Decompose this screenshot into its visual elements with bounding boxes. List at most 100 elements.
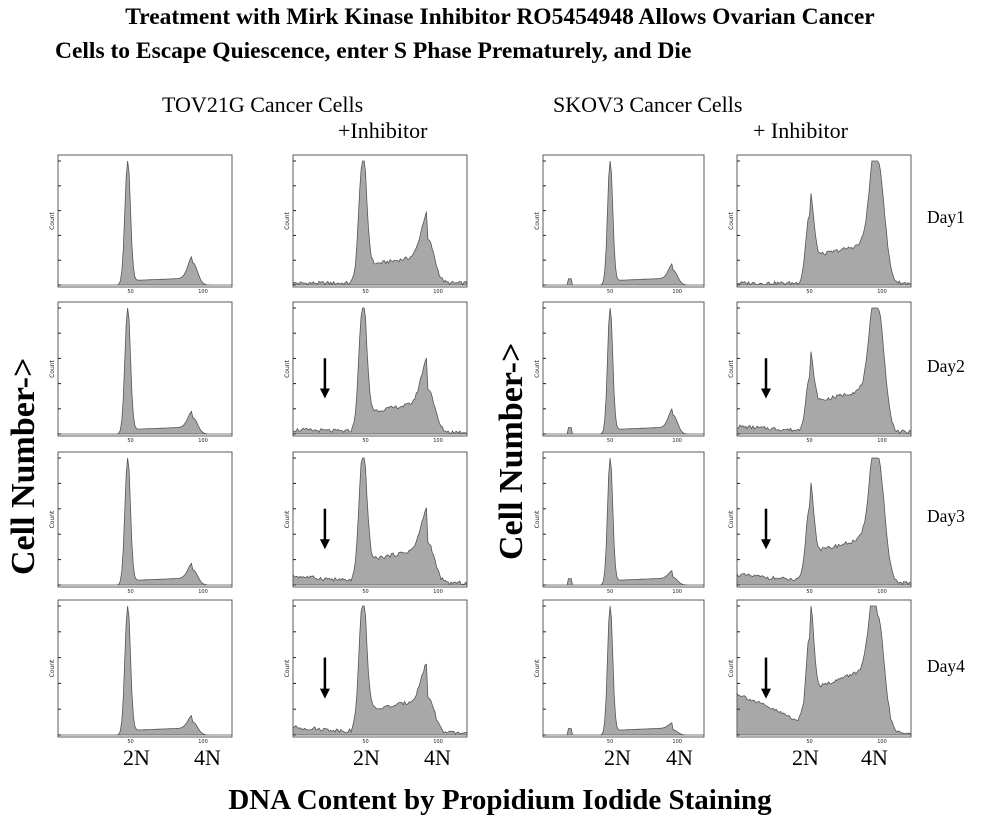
histogram-panel-tov21g-inhibitor-day4: 50 100 Count [284,599,468,745]
panel-x-tick-label: 100 [198,289,208,295]
panel-x-tick-label: 50 [362,289,368,295]
panel-x-tick-label: 50 [607,739,613,745]
panel-frame [57,154,233,288]
histogram-panel-skov3-inhibitor-day2: 50 100 Count [728,301,912,444]
x-tick-4n-col1: 4N [194,745,221,770]
panel-count-label: Count [728,659,735,677]
histogram-panel-tov21g-control-day4: 50 100 Count [49,599,233,745]
x-tick-2n-col3: 2N [604,745,631,770]
chart-title-line2: Cells to Escape Quiescence, enter S Phas… [55,38,692,64]
panel-x-tick-label: 50 [806,589,812,595]
panel-x-tick-label: 50 [607,589,613,595]
group-label-skov3: SKOV3 Cancer Cells [553,92,743,117]
histogram-area [58,307,232,435]
histogram-panel-tov21g-inhibitor-day3: 50 100 Count [284,451,468,595]
panel-x-tick-label: 100 [433,289,443,295]
panel-x-tick-label: 100 [877,739,887,745]
sub-g1-arrow [319,508,330,550]
panel-x-tick-label: 50 [806,739,812,745]
histogram-panel-tov21g-inhibitor-day2: 50 100 Count [284,301,468,444]
panel-x-tick-label: 100 [198,589,208,595]
panel-count-label: Count [728,510,735,528]
panel-frame [57,451,233,588]
histogram-area [292,605,468,736]
histogram-panel-tov21g-control-day2: 50 100 Count [49,301,233,444]
histogram-area [736,605,912,736]
sub-g1-arrow [761,358,771,399]
sub-g1-arrow [319,358,330,399]
sub-g1-arrow [319,657,330,699]
day-label-1: Day1 [927,207,965,227]
panel-frame [542,154,705,288]
panel-frame [542,451,705,588]
panel-count-label: Count [534,359,541,377]
histogram-panel-tov21g-control-day3: 50 100 Count [49,451,233,595]
histogram-panel-skov3-inhibitor-day4: 50 100 Count [728,599,912,745]
x-tick-2n-col1: 2N [123,745,150,770]
panel-count-label: Count [284,211,291,229]
histogram-panel-skov3-control-day1: 50 100 Count [534,154,705,295]
panel-x-tick-label: 50 [362,438,368,444]
panel-x-tick-label: 50 [127,589,133,595]
histogram-panel-skov3-inhibitor-day3: 50 100 Count [728,451,912,595]
histogram-area [543,307,704,435]
histogram-panel-tov21g-control-day1: 50 100 Count [49,154,233,295]
histogram-area [292,307,468,435]
panel-frame [542,301,705,437]
panel-x-tick-label: 50 [607,289,613,295]
group-inhibitor-label-tov21g: +Inhibitor [338,118,428,143]
histogram-area [543,160,704,286]
group-inhibitor-label-skov3: + Inhibitor [753,118,848,143]
panel-count-label: Count [49,659,56,677]
panel-frame [57,301,233,437]
panel-count-label: Count [284,659,291,677]
x-tick-2n-col2: 2N [353,745,380,770]
day-label-4: Day4 [927,656,965,676]
histogram-panel-tov21g-inhibitor-day1: 50 100 Count [284,154,468,295]
histogram-area [292,160,468,286]
x-tick-2n-col4: 2N [792,745,819,770]
panel-x-tick-label: 50 [127,438,133,444]
panel-count-label: Count [284,359,291,377]
histogram-area [58,457,232,586]
panel-x-tick-label: 100 [672,739,682,745]
panel-x-tick-label: 100 [198,438,208,444]
panel-x-tick-label: 100 [877,289,887,295]
histogram-area [736,307,912,435]
x-tick-4n-col3: 4N [666,745,693,770]
histogram-panel-skov3-control-day3: 50 100 Count [534,451,705,595]
panel-count-label: Count [728,359,735,377]
panel-frame [542,599,705,738]
group-label-tov21g: TOV21G Cancer Cells [162,92,364,117]
panel-x-tick-label: 100 [672,289,682,295]
day-label-3: Day3 [927,506,965,526]
panel-x-tick-label: 100 [672,438,682,444]
histogram-panel-skov3-control-day2: 50 100 Count [534,301,705,444]
panel-frame [57,599,233,738]
panel-x-tick-label: 100 [877,589,887,595]
x-axis-label: DNA Content by Propidium Iodide Staining [228,784,772,816]
histogram-area [58,605,232,736]
panel-count-label: Count [728,211,735,229]
histogram-area [292,457,468,586]
panel-count-label: Count [49,359,56,377]
day-label-2: Day2 [927,356,965,376]
panel-count-label: Count [284,510,291,528]
panel-count-label: Count [534,510,541,528]
histogram-panel-skov3-inhibitor-day1: 50 100 Count [728,154,912,295]
histogram-area [736,457,912,586]
panel-x-tick-label: 50 [362,589,368,595]
panel-x-tick-label: 50 [806,438,812,444]
sub-g1-arrow [761,657,771,699]
panel-count-label: Count [49,211,56,229]
histogram-area [736,160,912,286]
panel-count-label: Count [49,510,56,528]
panel-x-tick-label: 50 [607,438,613,444]
sub-g1-arrow [761,508,771,550]
panel-x-tick-label: 50 [127,289,133,295]
panel-x-tick-label: 100 [198,739,208,745]
panel-x-tick-label: 50 [806,289,812,295]
histogram-panel-skov3-control-day4: 50 100 Count [534,599,705,745]
histogram-area [58,160,232,286]
histogram-area [543,605,704,736]
